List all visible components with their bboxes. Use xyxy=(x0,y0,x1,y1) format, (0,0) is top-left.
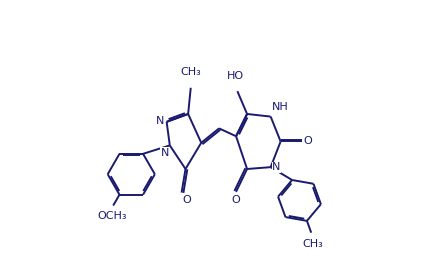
Text: CH₃: CH₃ xyxy=(181,67,201,77)
Text: O: O xyxy=(182,195,191,205)
Text: O: O xyxy=(231,195,240,205)
Text: HO: HO xyxy=(227,71,244,81)
Text: N: N xyxy=(272,162,281,172)
Text: NH: NH xyxy=(272,102,289,112)
Text: OCH₃: OCH₃ xyxy=(97,211,127,221)
Text: N: N xyxy=(160,148,169,157)
Text: CH₃: CH₃ xyxy=(302,239,323,249)
Text: O: O xyxy=(304,137,312,146)
Text: N: N xyxy=(156,116,164,125)
